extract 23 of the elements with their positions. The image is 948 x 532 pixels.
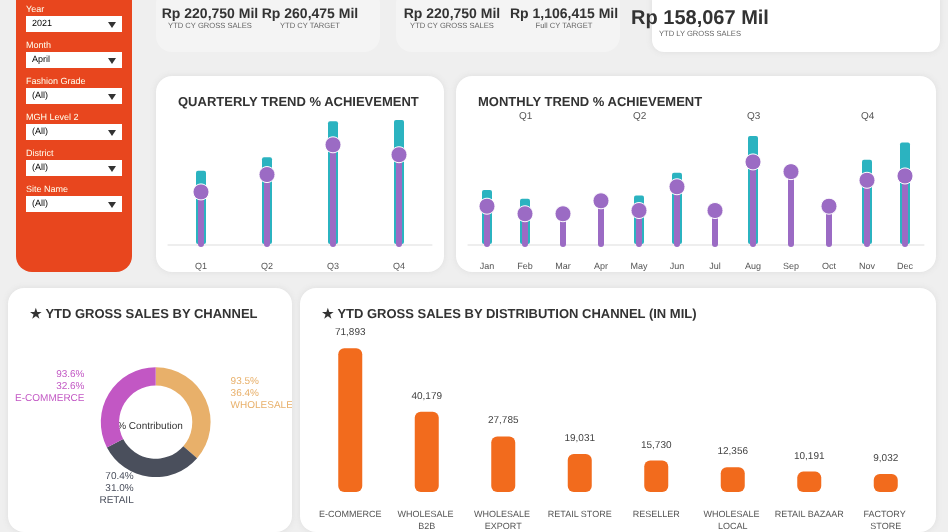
point [478,197,496,215]
bar [414,411,439,492]
point [896,167,914,185]
bar [338,348,363,492]
point [858,171,876,189]
point [592,192,610,210]
point [668,178,686,196]
point [324,136,342,154]
point [390,146,408,164]
bar [567,453,592,492]
point [744,153,762,171]
text: Rp 158,067 Mil [629,8,771,30]
point [706,202,724,220]
point [192,183,210,201]
point [820,197,838,215]
point [258,166,276,184]
bar [720,467,745,492]
point [630,202,648,220]
point [554,205,572,223]
bar [644,460,669,492]
point [516,205,534,223]
bar [491,436,516,492]
point [782,163,800,181]
